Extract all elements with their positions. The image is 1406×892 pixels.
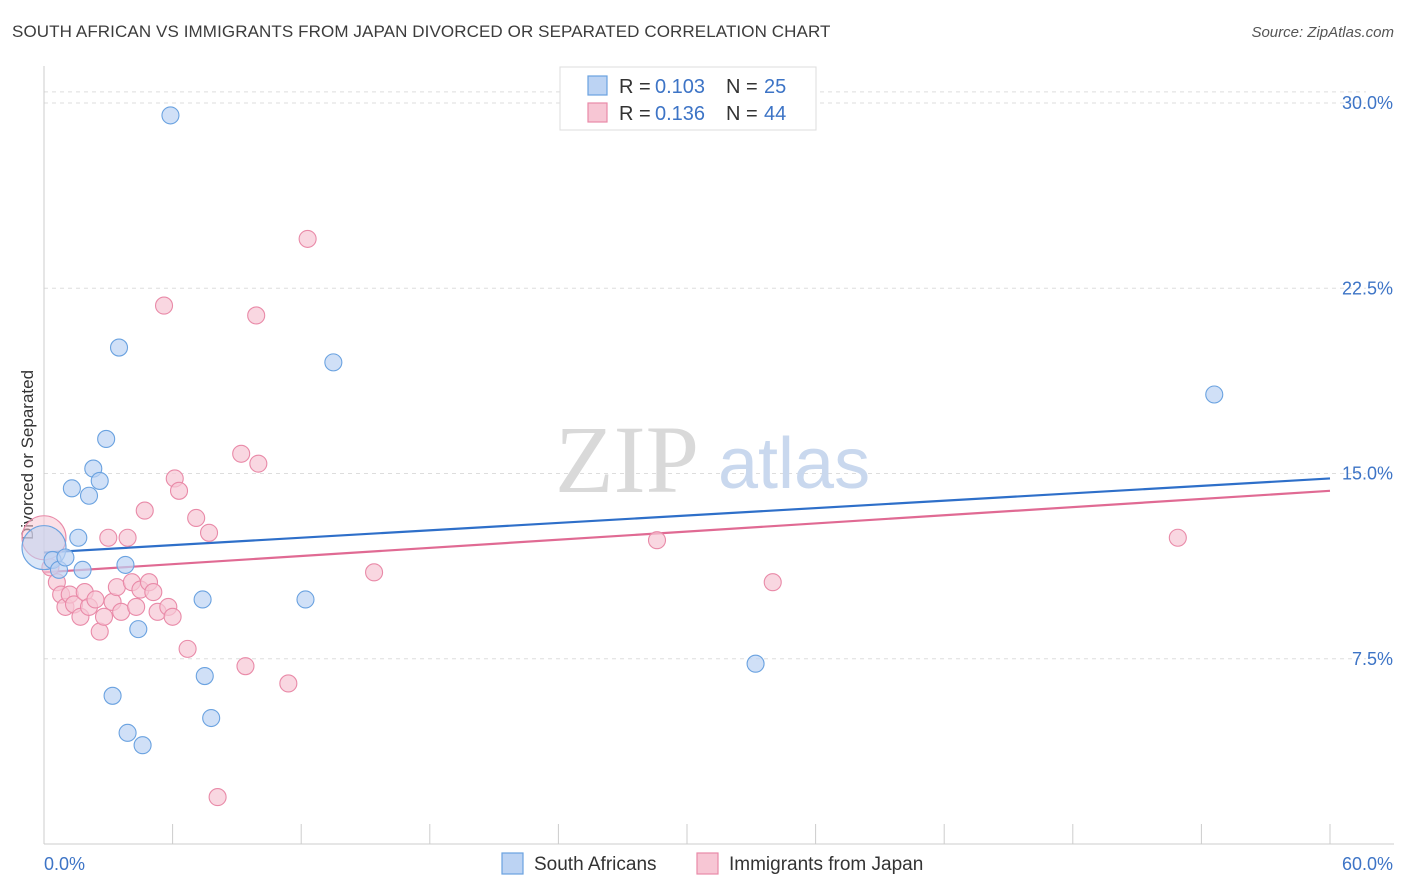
bottom-legend-label-south-africans: South Africans: [534, 854, 657, 875]
bottom-legend: South Africans Immigrants from Japan: [501, 852, 923, 875]
data-point-south-africans: [133, 736, 152, 755]
data-point-south-africans: [193, 590, 212, 609]
x-tick-label-max: 60.0%: [1342, 854, 1393, 874]
y-tick-label: 22.5%: [1342, 278, 1393, 298]
data-point-south-africans: [69, 528, 88, 547]
data-point-immigrants-from-japan: [647, 531, 667, 550]
axes: [43, 66, 1394, 845]
trend-line-immigrants-from-japan: [43, 489, 1331, 574]
data-point-immigrants-from-japan: [232, 444, 251, 463]
legend-swatch-south-africans: [587, 75, 608, 96]
data-point-south-africans: [324, 353, 343, 372]
data-point-immigrants-from-japan: [154, 296, 174, 315]
trend-lines: [43, 477, 1331, 574]
data-point-immigrants-from-japan: [279, 674, 298, 693]
bottom-legend-swatch-immigrants-from-japan: [696, 852, 719, 875]
data-point-south-africans: [1205, 385, 1224, 404]
data-point-south-africans: [56, 548, 75, 567]
legend-n-label-1: N =: [726, 76, 758, 98]
trend-line-south-africans: [43, 477, 1331, 554]
data-point-immigrants-from-japan: [169, 481, 189, 500]
data-point-south-africans: [62, 479, 81, 498]
legend-n-value-1: 25: [764, 76, 786, 98]
data-point-immigrants-from-japan: [163, 607, 182, 626]
chart-title: SOUTH AFRICAN VS IMMIGRANTS FROM JAPAN D…: [12, 22, 831, 41]
data-point-immigrants-from-japan: [208, 788, 227, 807]
legend-r-value-1: 0.103: [655, 76, 705, 98]
data-point-south-africans: [129, 620, 148, 639]
data-point-immigrants-from-japan: [118, 528, 137, 547]
y-tick-label: 15.0%: [1342, 464, 1393, 484]
legend: R = 0.103 N = 25 R = 0.136 N = 44: [559, 66, 817, 131]
series-immigrants-from-japan: [21, 229, 1187, 807]
data-point-south-africans: [73, 560, 92, 579]
data-point-south-africans: [109, 338, 129, 357]
x-tick-label-min: 0.0%: [44, 854, 85, 874]
legend-r-label-1: R =: [619, 76, 651, 98]
data-point-immigrants-from-japan: [298, 229, 317, 248]
bottom-legend-label-immigrants-from-japan: Immigrants from Japan: [729, 854, 923, 875]
y-tick-labels: 7.5% 15.0% 22.5% 30.0%: [1342, 93, 1393, 669]
data-point-immigrants-from-japan: [144, 583, 163, 602]
data-point-immigrants-from-japan: [127, 597, 146, 616]
data-point-south-africans: [296, 590, 315, 609]
legend-swatch-immigrants-from-japan: [587, 102, 608, 123]
series-south-africans: [21, 106, 1224, 755]
y-tick-label: 7.5%: [1352, 649, 1393, 669]
data-point-immigrants-from-japan: [249, 454, 268, 473]
data-point-immigrants-from-japan: [135, 501, 154, 520]
data-point-south-africans: [97, 429, 116, 448]
watermark: ZIP atlas: [555, 406, 870, 513]
data-point-south-africans: [161, 106, 180, 125]
bottom-legend-swatch-south-africans: [501, 852, 524, 875]
gridlines: [44, 91, 1366, 660]
data-point-immigrants-from-japan: [86, 590, 105, 609]
data-point-south-africans: [202, 708, 221, 728]
y-tick-label: 30.0%: [1342, 93, 1393, 113]
legend-n-value-2: 44: [764, 103, 786, 125]
x-tick-labels: 0.0% 60.0%: [44, 854, 1393, 874]
y-axis-title: Divorced or Separated: [18, 370, 37, 540]
data-point-immigrants-from-japan: [178, 639, 197, 658]
data-point-immigrants-from-japan: [187, 508, 206, 528]
legend-n-label-2: N =: [726, 103, 758, 125]
data-point-immigrants-from-japan: [99, 528, 118, 547]
legend-r-value-2: 0.136: [655, 103, 705, 125]
source-label: Source: ZipAtlas.com: [1251, 24, 1394, 41]
data-point-south-africans: [195, 667, 214, 686]
data-point-immigrants-from-japan: [107, 578, 126, 597]
watermark-atlas: atlas: [718, 424, 870, 504]
data-point-immigrants-from-japan: [365, 563, 384, 582]
data-point-immigrants-from-japan: [763, 573, 782, 592]
legend-r-label-2: R =: [619, 103, 651, 125]
data-point-south-africans: [79, 486, 99, 505]
data-point-immigrants-from-japan: [236, 657, 255, 676]
data-point-immigrants-from-japan: [112, 602, 131, 621]
data-point-south-africans: [90, 471, 109, 490]
data-point-immigrants-from-japan: [247, 306, 266, 325]
data-point-south-africans: [118, 723, 137, 742]
data-point-immigrants-from-japan: [1168, 528, 1187, 547]
data-point-immigrants-from-japan: [94, 607, 114, 626]
data-point-immigrants-from-japan: [199, 523, 219, 542]
data-point-south-africans: [103, 686, 122, 705]
watermark-zip: ZIP: [555, 406, 699, 513]
data-point-south-africans: [116, 555, 135, 574]
data-point-south-africans: [746, 654, 765, 673]
